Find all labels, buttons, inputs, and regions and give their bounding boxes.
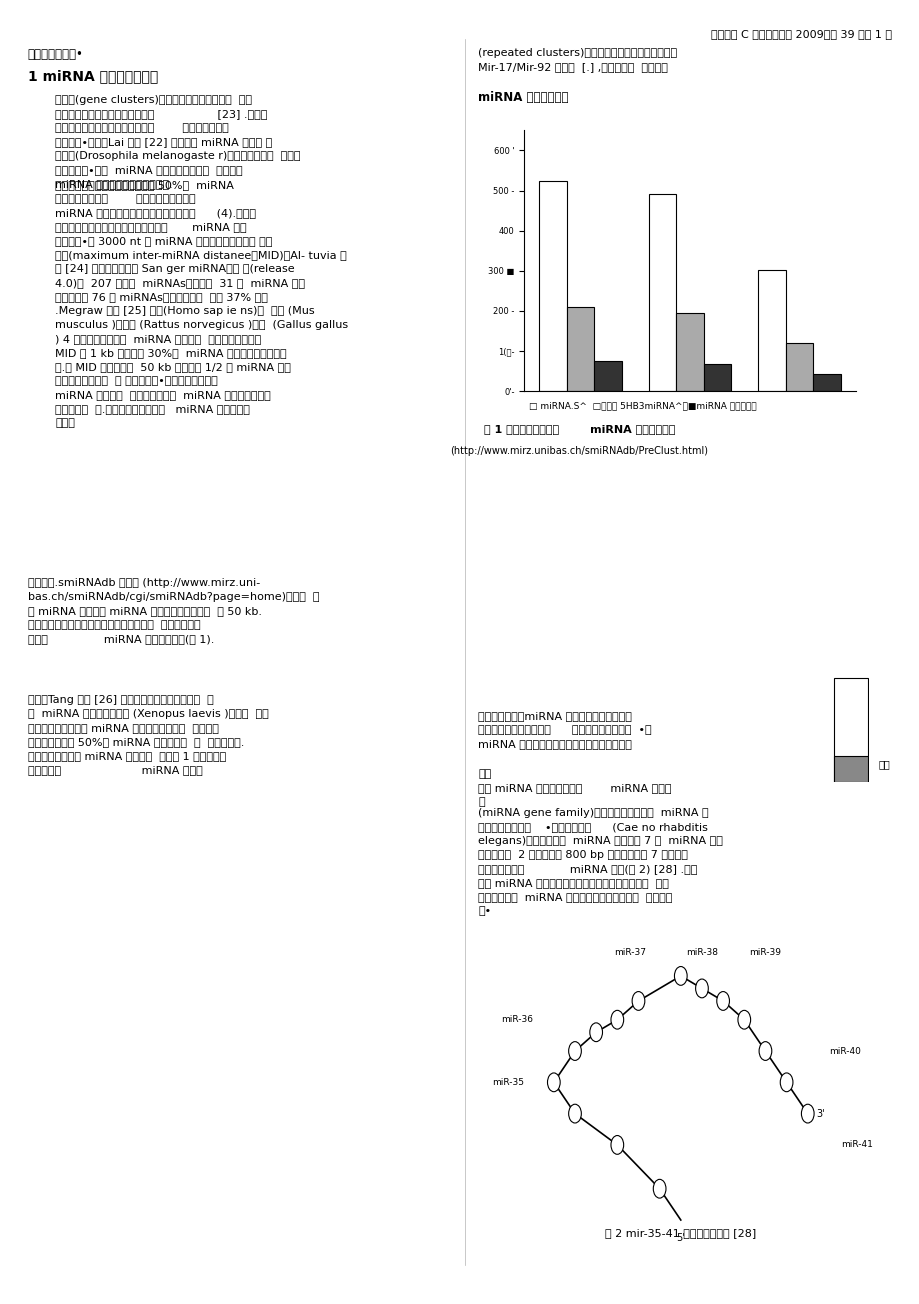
Circle shape (674, 966, 686, 986)
Circle shape (610, 1011, 623, 1029)
Circle shape (631, 991, 644, 1011)
Circle shape (652, 1179, 665, 1198)
Text: 以上研究表明，miRNA 基因簇在后生动物基因
组中都有很大比例的分布      ，呈现出分布多样性  •当
miRNA 基因簇各个成员之间存在同源的关系时: 以上研究表明，miRNA 基因簇在后生动物基因 组中都有很大比例的分布 ，呈现出… (478, 711, 652, 748)
Text: 中国科学 C 辑：生命科学 2009年第 39 卷第 1 期: 中国科学 C 辑：生命科学 2009年第 39 卷第 1 期 (710, 29, 891, 39)
Bar (648, 194, 675, 391)
Text: ，这
样的 miRNA 基因簇就构成了        miRNA 基因家
族: ，这 样的 miRNA 基因簇就构成了 miRNA 基因家 族 (478, 769, 671, 807)
Text: miR-36: miR-36 (500, 1016, 532, 1024)
Bar (675, 313, 703, 391)
Text: 此外，Tang 等人 [26] 通过生物信息学预测方法分  析
了  miRNA 基因在非洲爪蟾 (Xenopus laevis )基因组  中的
分布情况，结: 此外，Tang 等人 [26] 通过生物信息学预测方法分 析 了 miRNA 基… (28, 695, 268, 775)
Circle shape (737, 1011, 750, 1029)
Bar (703, 364, 731, 391)
Bar (834, 756, 867, 782)
Circle shape (547, 1073, 560, 1091)
Text: miR-41: miR-41 (841, 1141, 872, 1149)
Text: 图 1 哺乳动物基因组中        miRNA 基因簇的数目: 图 1 哺乳动物基因组中 miRNA 基因簇的数目 (483, 424, 675, 434)
Bar (785, 343, 812, 391)
Circle shape (716, 991, 729, 1011)
Circle shape (589, 1022, 602, 1042)
Circle shape (695, 979, 708, 998)
Text: 过程的重要意义•: 过程的重要意义• (28, 48, 84, 61)
Text: miR-35: miR-35 (492, 1078, 524, 1086)
Bar (539, 181, 566, 391)
Text: □ miRNA.S^  □成簇排 5HB3miRNA^月■miRNA 基色簇数目: □ miRNA.S^ □成簇排 5HB3miRNA^月■miRNA 基色簇数目 (528, 402, 755, 411)
Circle shape (800, 1104, 813, 1123)
Bar (594, 361, 621, 391)
Text: (miRNA gene family)，从而进一步扩充了  miRNA 基
因簇分布的多样性    •如在秀丽线虫      (Cae no rhabditis: (miRNA gene family)，从而进一步扩充了 miRNA 基 因簇分… (478, 808, 722, 917)
Bar (834, 678, 867, 782)
Circle shape (568, 1042, 581, 1060)
Circle shape (758, 1042, 771, 1060)
Text: miR-37: miR-37 (613, 948, 645, 957)
Text: 1 miRNA 基因簇的多样性: 1 miRNA 基因簇的多样性 (28, 69, 158, 83)
Text: 图 2 mir-35-41 家族的二级结构 [28]: 图 2 mir-35-41 家族的二级结构 [28] (605, 1228, 755, 1239)
Text: miRNA 基因簇的重复: miRNA 基因簇的重复 (478, 91, 568, 104)
Text: miR-40: miR-40 (828, 1047, 860, 1055)
Text: (repeated clusters)，如在人类中素有癌基因之称的
Mir-17/Mir-92 基因簇  [.] ,在非洲爪蟾  中形成了: (repeated clusters)，如在人类中素有癌基因之称的 Mir-17… (478, 48, 676, 72)
Text: 先前研究发现，果蝇基因组中约有 50%的  miRNA
基因是成簇排列的        ，而人类基因组中的
miRNA 基因可能只有很少一部分成簇排列     : 先前研究发现，果蝇基因组中约有 50%的 miRNA 基因是成簇排列的 ，而人类… (55, 180, 348, 428)
Text: miR-39: miR-39 (749, 948, 780, 957)
Bar (757, 270, 785, 391)
Text: 3': 3' (815, 1108, 824, 1119)
Text: 5': 5' (675, 1232, 685, 1243)
Text: miR-38: miR-38 (686, 948, 717, 957)
Circle shape (568, 1104, 581, 1123)
Circle shape (779, 1073, 792, 1091)
Circle shape (610, 1136, 623, 1154)
Text: 调控元件.smiRNAdb 数据库 (http://www.mirz.uni-
bas.ch/smiRNAdb/cgi/smiRNAdb?page=home)限: 调控元件.smiRNAdb 数据库 (http://www.mirz.uni- … (28, 578, 319, 644)
Bar (566, 306, 594, 391)
Bar (812, 374, 840, 391)
Text: (http://www.mirz.unibas.ch/smiRNAdb/PreClust.html): (http://www.mirz.unibas.ch/smiRNAdb/PreC… (450, 446, 708, 456)
Text: 小鼠: 小鼠 (878, 759, 890, 769)
Text: 基因簇(gene clusters)是指在染色体上彼此紧密  相邻
的两个或者多个基因构成的基因群                  [23] .成簇排
列的基: 基因簇(gene clusters)是指在染色体上彼此紧密 相邻 的两个或者多个… (55, 95, 301, 189)
